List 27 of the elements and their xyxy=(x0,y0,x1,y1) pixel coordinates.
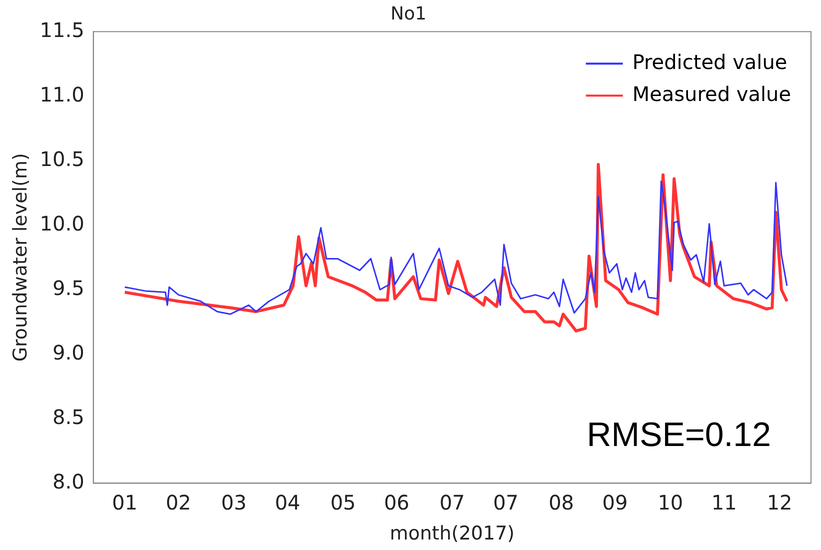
x-tick-label: 07 xyxy=(493,490,519,514)
legend-label: Measured value xyxy=(632,82,792,106)
x-tick-label: 06 xyxy=(384,490,410,514)
legend-label: Predicted value xyxy=(632,50,788,74)
x-tick-label: 04 xyxy=(274,490,300,514)
y-tick-label: 10.0 xyxy=(40,211,84,236)
x-tick-label: 09 xyxy=(602,490,628,514)
y-tick-label: 10.5 xyxy=(40,146,84,171)
annotation: RMSE=0.12 xyxy=(586,416,771,455)
y-tick-label: 11.0 xyxy=(40,82,84,106)
x-tick-label: 07 xyxy=(439,490,465,514)
chart-title: No1 xyxy=(390,3,426,24)
x-tick-label: 11 xyxy=(711,490,737,514)
y-tick-label: 8.0 xyxy=(52,469,84,494)
y-tick-label: 9.0 xyxy=(52,340,84,364)
x-axis-title: month(2017) xyxy=(390,522,515,545)
x-tick-label: 10 xyxy=(658,490,684,514)
y-axis-title: Groundwater level(m) xyxy=(9,153,32,362)
x-tick-label: 03 xyxy=(221,490,247,514)
y-tick-label: 11.5 xyxy=(40,18,84,42)
y-tick-label: 8.5 xyxy=(52,404,84,429)
x-tick-label: 02 xyxy=(166,490,192,514)
x-tick-label: 08 xyxy=(548,490,574,514)
x-tick-label: 01 xyxy=(112,490,138,514)
x-tick-label: 12 xyxy=(766,490,792,514)
x-tick-label: 05 xyxy=(330,490,356,514)
y-tick-label: 9.5 xyxy=(52,276,84,300)
